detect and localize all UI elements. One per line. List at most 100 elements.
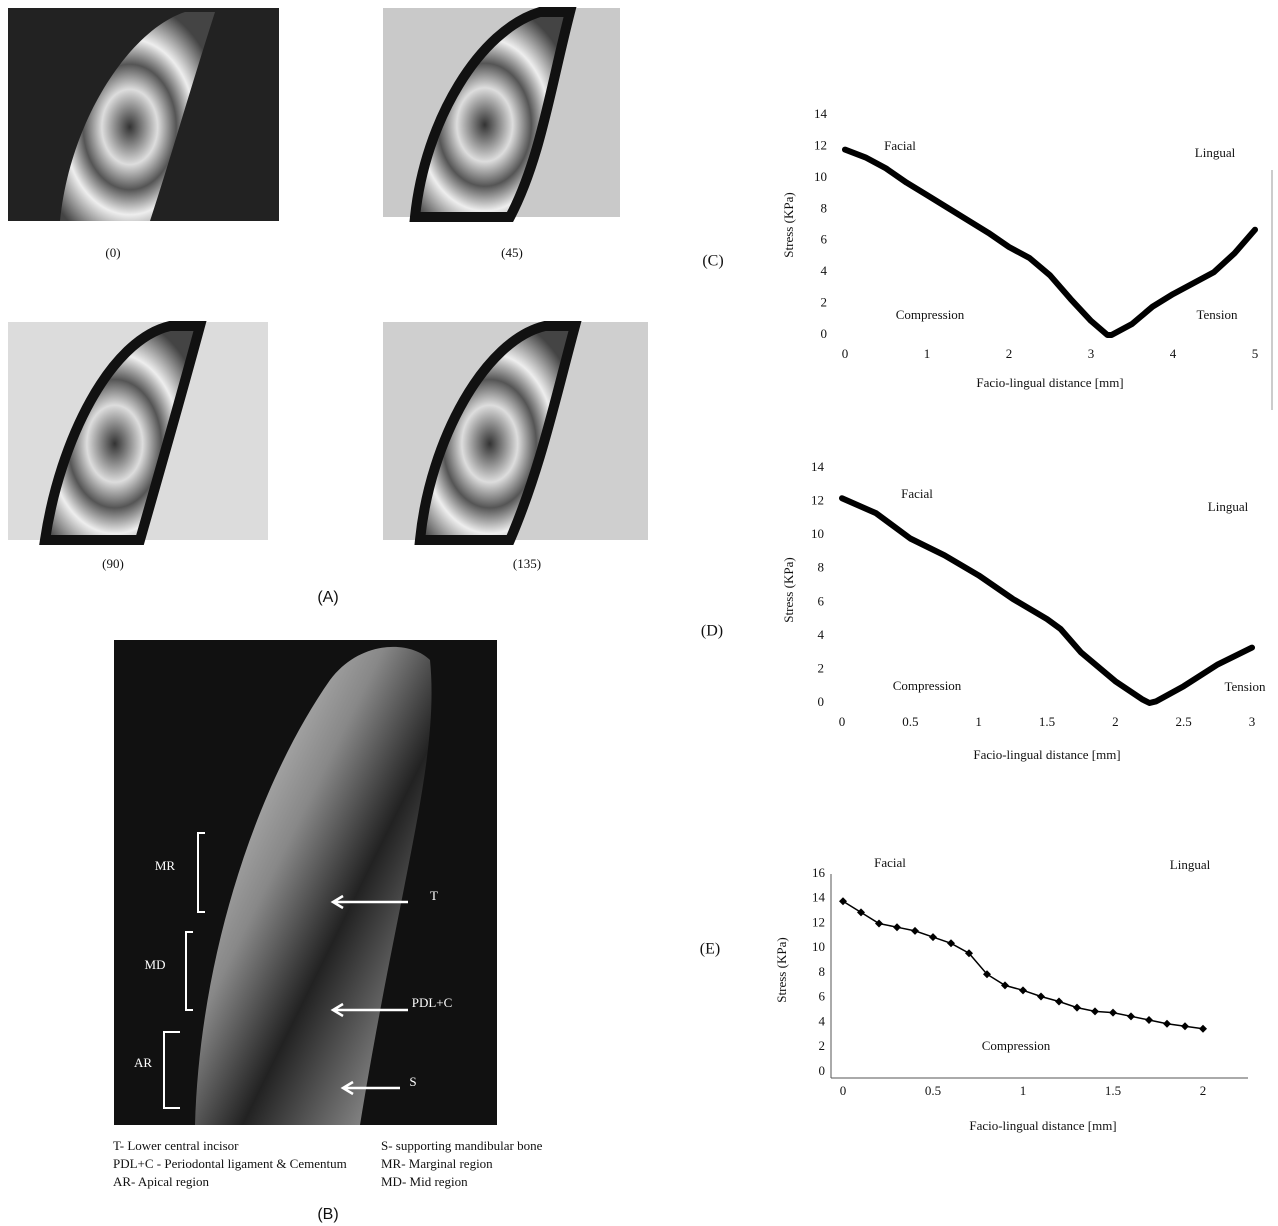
y-tick-label: 0 [818,694,825,709]
annotation: Compression [982,1038,1051,1053]
annotation: Tension [1225,679,1266,694]
region-bracket [163,832,205,1109]
data-line [842,900,1204,1030]
y-tick-label: 6 [818,593,825,608]
data-point [893,923,901,932]
panel-label: (B) [317,1206,338,1223]
data-point [965,949,973,958]
x-tick-label: 0.5 [902,714,918,729]
data-line [839,495,1255,706]
data-point [1145,1016,1153,1025]
data-point [1091,1007,1099,1016]
y-tick-label: 0 [821,326,828,341]
photo-caption: (135) [513,556,541,571]
data-line [842,146,1258,338]
annotation: Compression [893,678,962,693]
data-point [1181,1022,1189,1031]
x-tick-label: 1.5 [1105,1083,1121,1098]
y-axis-label: Stress (KPa) [774,937,789,1002]
x-tick-label: 0.5 [925,1083,941,1098]
y-tick-label: 4 [819,1013,826,1028]
y-tick-label: 4 [821,263,828,278]
y-tick-label: 14 [814,106,828,121]
y-tick-label: 2 [819,1038,826,1053]
data-point [857,908,865,917]
data-point [1163,1019,1171,1028]
panel-label: (D) [701,623,723,640]
tooth-image [60,12,215,221]
annotation: Tension [1197,307,1238,322]
x-tick-label: 2 [1200,1083,1207,1098]
y-tick-label: 10 [814,169,827,184]
y-tick-label: 8 [819,964,826,979]
data-point [1037,992,1045,1001]
arrow-label: S [409,1074,416,1089]
y-tick-label: 16 [812,865,826,880]
x-tick-label: 1 [975,714,982,729]
region-label: MR [155,858,176,873]
x-tick-label: 5 [1252,346,1259,361]
data-point [839,897,847,906]
photo-caption: (0) [105,245,120,260]
y-tick-label: 10 [812,939,825,954]
y-tick-label: 0 [819,1063,826,1078]
x-tick-label: 2 [1006,346,1013,361]
annotation: Facial [901,486,933,501]
annotation: Compression [896,307,965,322]
x-axis-label: Facio-lingual distance [mm] [976,375,1123,390]
x-tick-label: 1 [1020,1083,1027,1098]
y-tick-label: 10 [811,526,824,541]
x-tick-label: 2.5 [1176,714,1192,729]
panel-label: (A) [317,589,338,606]
arrow-label: PDL+C [412,995,453,1010]
legend-text: T- Lower central incisor [113,1138,239,1153]
annotation: Lingual [1170,857,1211,872]
data-point [875,919,883,928]
annotation: Facial [884,138,916,153]
x-tick-label: 3 [1249,714,1256,729]
y-tick-label: 8 [818,560,825,575]
y-tick-label: 14 [811,459,825,474]
legend-text: AR- Apical region [113,1174,210,1189]
data-point [947,939,955,948]
data-point [911,926,919,935]
legend-text: MR- Marginal region [381,1156,493,1171]
x-tick-label: 1.5 [1039,714,1055,729]
annotation: Lingual [1208,499,1249,514]
arrow [330,894,408,1096]
data-point [1109,1008,1117,1017]
y-tick-label: 2 [821,295,828,310]
arrow-label: T [430,888,438,903]
x-tick-label: 0 [842,346,849,361]
region-label: AR [134,1055,152,1070]
annotation: Facial [874,855,906,870]
legend-text: S- supporting mandibular bone [381,1138,543,1153]
photo-caption: (90) [102,556,124,571]
legend-text: PDL+C - Periodontal ligament & Cementum [113,1156,347,1171]
data-point [1073,1003,1081,1012]
y-tick-label: 12 [811,493,824,508]
data-point [929,933,937,942]
tooth-image [39,321,207,545]
x-tick-label: 2 [1112,714,1119,729]
tooth-image [414,321,582,545]
y-tick-label: 6 [819,989,826,1004]
photo-caption: (45) [501,245,523,260]
data-point [1055,997,1063,1006]
y-tick-label: 14 [812,890,826,905]
x-tick-label: 1 [924,346,931,361]
data-point [1001,981,1009,990]
x-axis-label: Facio-lingual distance [mm] [973,747,1120,762]
y-tick-label: 4 [818,627,825,642]
x-axis-label: Facio-lingual distance [mm] [969,1118,1116,1133]
y-axis-label: Stress (KPa) [781,557,796,622]
panel-label: (E) [700,941,720,958]
phase-map [195,646,432,1125]
y-tick-label: 12 [814,137,827,152]
region-label: MD [145,957,166,972]
y-axis-label: Stress (KPa) [781,192,796,257]
y-tick-label: 2 [818,660,825,675]
x-tick-label: 4 [1170,346,1177,361]
